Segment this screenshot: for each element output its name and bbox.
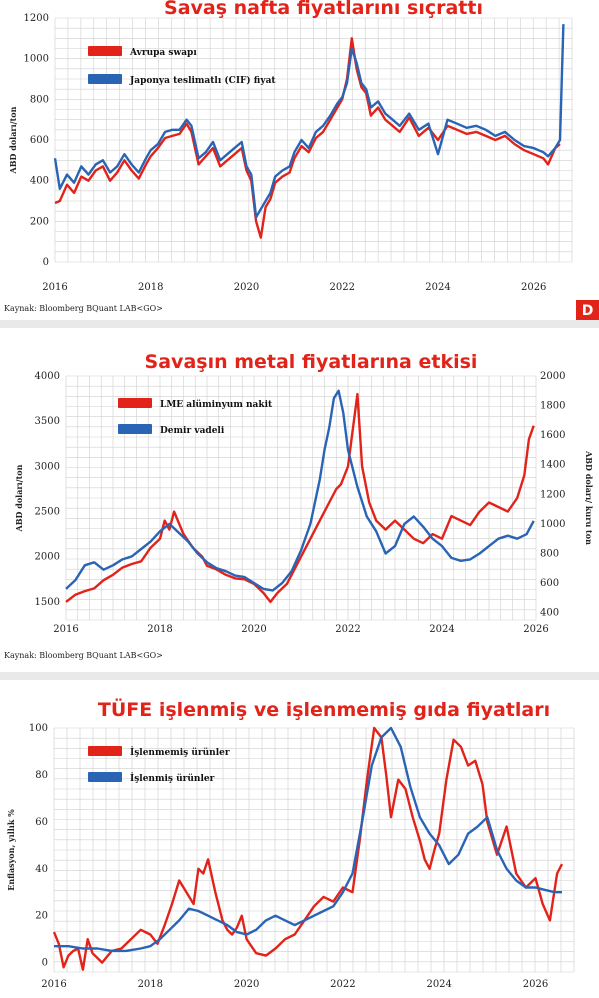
legend-swatch-blue [88,772,122,782]
y-tick-label: 0 [42,958,48,969]
y-tick-label: 60 [35,817,48,828]
y2-tick-label: 1600 [540,430,565,441]
y-tick-label: 800 [30,94,49,105]
y-axis-label: ABD doları/ton [8,106,18,174]
y-tick-label: 20 [35,911,48,922]
x-tick-label: 2026 [521,282,546,293]
source-note: Kaynak: Bloomberg BQuant LAB<GO> [4,304,163,313]
naphtha-chart: Savaş nafta fiyatlarını sıçrattı 0 200 400 6… [4,0,599,320]
chart-panel-food-cpi: TÜFE işlenmiş ve işlenmemiş gıda fiyatla… [0,680,599,998]
panel-separator [0,672,599,680]
x-tick-label: 2016 [41,979,66,990]
y-tick-label: 3500 [35,416,60,427]
series-line-red [65,392,535,604]
y-tick-label: 1000 [24,54,49,65]
x-tick-label: 2024 [429,624,454,635]
chart-panel-metals: Savaşın metal fiyatlarına etkisi 1500 2000… [0,328,599,672]
y-axis-label: ABD doları/ton [14,464,24,532]
series-line-red [52,726,564,971]
x-tick-label: 2020 [234,282,259,293]
y2-axis-label: ABD doları/ kuru ton [584,450,594,545]
x-tick-label: 2024 [426,979,451,990]
legend-swatch-red [88,746,122,756]
y2-tick-label: 2000 [540,371,565,382]
legend-swatch-red [118,398,152,408]
y-tick-label: 1200 [24,13,49,24]
chart-title: Savaşın metal fiyatlarına etkisi [145,351,478,373]
panel-separator [0,320,599,328]
food-cpi-chart: TÜFE işlenmiş ve işlenmemiş gıda fiyatla… [6,697,575,990]
x-tick-label: 2022 [330,979,355,990]
y-tick-label: 600 [30,135,49,146]
y-tick-label: 200 [30,216,49,227]
legend-swatch-blue [118,424,152,434]
x-tick-label: 2020 [241,624,266,635]
y-tick-label: 400 [30,176,49,187]
y2-tick-label: 1800 [540,401,565,412]
legend-label: Demir vadeli [160,426,225,436]
legend-label: Japonya teslimatlı (CIF) fiyat [129,75,276,86]
y-tick-label: 1500 [35,597,60,608]
x-tick-label: 2022 [335,624,360,635]
series-line-blue [53,24,565,219]
legend-label: İşlenmiş ürünler [130,771,215,784]
y-tick-label: 2500 [35,507,60,518]
chart-title: Savaş nafta fiyatlarını sıçrattı [164,0,483,19]
x-tick-label: 2018 [138,979,163,990]
x-tick-label: 2026 [523,624,548,635]
y-tick-label: 4000 [35,371,60,382]
y-tick-label: 0 [43,257,49,268]
y-tick-label: 3000 [35,461,60,472]
y2-tick-label: 1200 [540,489,565,500]
brand-badge-letter: D [582,303,594,319]
chart-title: TÜFE işlenmiş ve işlenmemiş gıda fiyatla… [98,697,550,721]
legend-label: Avrupa swapı [129,48,197,58]
series-line-blue [65,389,535,592]
y2-tick-label: 1000 [540,519,565,530]
y-tick-label: 100 [29,723,48,734]
y-tick-label: 40 [35,864,48,875]
series-line-red [54,37,561,239]
x-tick-label: 2026 [523,979,548,990]
chart-panel-naphtha: Savaş nafta fiyatlarını sıçrattı 0 200 400 6… [0,0,599,320]
brand-badge [576,300,599,320]
y-tick-label: 2000 [35,552,60,563]
x-tick-label: 2016 [53,624,78,635]
x-tick-label: 2024 [425,282,450,293]
x-tick-label: 2020 [234,979,259,990]
x-tick-label: 2018 [138,282,163,293]
legend-swatch-red [88,46,122,56]
legend-label: LME alüminyum nakit [160,399,273,410]
x-tick-label: 2016 [42,282,67,293]
y2-tick-label: 1400 [540,460,565,471]
x-tick-label: 2018 [147,624,172,635]
legend-label: İşlenmemiş ürünler [130,745,230,758]
legend-swatch-blue [88,74,122,84]
y-tick-label: 80 [35,770,48,781]
y2-tick-label: 600 [540,578,559,589]
y2-tick-label: 800 [540,548,559,559]
source-note: Kaynak: Bloomberg BQuant LAB<GO> [4,651,163,660]
x-tick-label: 2022 [329,282,354,293]
y-axis-label: Enflasyon, yıllık % [6,809,16,891]
y2-tick-label: 400 [540,608,559,619]
metals-chart: Savaşın metal fiyatlarına etkisi 1500 2000… [4,351,594,660]
series-line-blue [54,726,562,953]
